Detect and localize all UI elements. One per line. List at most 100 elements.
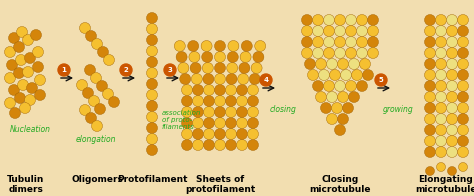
Circle shape: [436, 81, 447, 92]
Circle shape: [312, 15, 323, 25]
Circle shape: [352, 70, 363, 81]
Circle shape: [335, 15, 346, 25]
Circle shape: [436, 103, 447, 113]
Circle shape: [226, 140, 237, 151]
Circle shape: [182, 106, 192, 117]
Circle shape: [178, 63, 189, 74]
Circle shape: [323, 81, 335, 92]
Circle shape: [346, 81, 356, 92]
Circle shape: [457, 135, 468, 146]
Circle shape: [202, 63, 213, 74]
Circle shape: [89, 95, 100, 106]
Circle shape: [425, 113, 436, 124]
Circle shape: [425, 92, 436, 103]
Circle shape: [425, 103, 436, 113]
Circle shape: [457, 124, 468, 135]
Circle shape: [436, 92, 447, 103]
Circle shape: [447, 36, 457, 47]
Circle shape: [337, 92, 348, 103]
Circle shape: [237, 117, 247, 129]
Circle shape: [174, 41, 185, 52]
Circle shape: [203, 95, 215, 106]
Circle shape: [146, 122, 157, 133]
Circle shape: [457, 103, 468, 113]
Circle shape: [457, 15, 468, 25]
Circle shape: [215, 84, 226, 95]
Text: Closing
microtubule: Closing microtubule: [309, 175, 371, 194]
Circle shape: [425, 81, 436, 92]
Circle shape: [94, 103, 106, 114]
Circle shape: [335, 81, 346, 92]
Circle shape: [25, 53, 36, 64]
Circle shape: [425, 135, 436, 146]
Circle shape: [457, 81, 468, 92]
Circle shape: [146, 101, 157, 112]
Circle shape: [308, 70, 319, 81]
Circle shape: [192, 95, 203, 106]
Circle shape: [215, 117, 226, 129]
Circle shape: [348, 58, 359, 70]
Circle shape: [337, 113, 348, 124]
Circle shape: [192, 84, 203, 95]
Circle shape: [215, 74, 226, 84]
Circle shape: [240, 52, 251, 63]
Circle shape: [348, 92, 359, 103]
Circle shape: [103, 54, 115, 65]
Circle shape: [203, 140, 215, 151]
Text: 2: 2: [124, 67, 128, 73]
Circle shape: [312, 47, 323, 58]
Circle shape: [237, 140, 247, 151]
Circle shape: [35, 90, 46, 101]
Circle shape: [146, 90, 157, 101]
Circle shape: [255, 41, 266, 52]
Circle shape: [447, 81, 457, 92]
Circle shape: [247, 106, 258, 117]
Circle shape: [164, 64, 176, 76]
Circle shape: [85, 113, 97, 123]
Circle shape: [251, 63, 262, 74]
Circle shape: [447, 166, 456, 175]
Circle shape: [363, 70, 374, 81]
Circle shape: [301, 47, 312, 58]
Circle shape: [4, 46, 16, 57]
Circle shape: [447, 70, 457, 81]
Circle shape: [146, 24, 157, 34]
Circle shape: [327, 58, 337, 70]
Circle shape: [447, 124, 457, 135]
Circle shape: [82, 87, 93, 99]
Circle shape: [447, 113, 457, 124]
Circle shape: [316, 92, 327, 103]
Circle shape: [120, 64, 132, 76]
Circle shape: [191, 74, 202, 84]
Circle shape: [329, 70, 340, 81]
Circle shape: [146, 45, 157, 56]
Circle shape: [16, 54, 27, 65]
Circle shape: [337, 58, 348, 70]
Circle shape: [425, 25, 436, 36]
Circle shape: [215, 95, 226, 106]
Circle shape: [447, 146, 457, 158]
Circle shape: [4, 73, 16, 83]
Circle shape: [226, 106, 237, 117]
Circle shape: [367, 15, 379, 25]
Circle shape: [35, 74, 46, 85]
Text: Nucleation: Nucleation: [9, 125, 51, 134]
Circle shape: [425, 15, 436, 25]
Circle shape: [331, 103, 343, 113]
Circle shape: [436, 70, 447, 81]
Circle shape: [260, 74, 272, 86]
Circle shape: [76, 80, 88, 91]
Circle shape: [447, 103, 457, 113]
Circle shape: [203, 106, 215, 117]
Circle shape: [192, 129, 203, 140]
Circle shape: [109, 96, 119, 107]
Circle shape: [335, 47, 346, 58]
Circle shape: [227, 63, 237, 74]
Text: association
of proto-
filaments: association of proto- filaments: [162, 110, 201, 130]
Circle shape: [25, 94, 36, 105]
Circle shape: [346, 36, 356, 47]
Circle shape: [247, 140, 258, 151]
Circle shape: [215, 129, 226, 140]
Circle shape: [436, 113, 447, 124]
Circle shape: [346, 47, 356, 58]
